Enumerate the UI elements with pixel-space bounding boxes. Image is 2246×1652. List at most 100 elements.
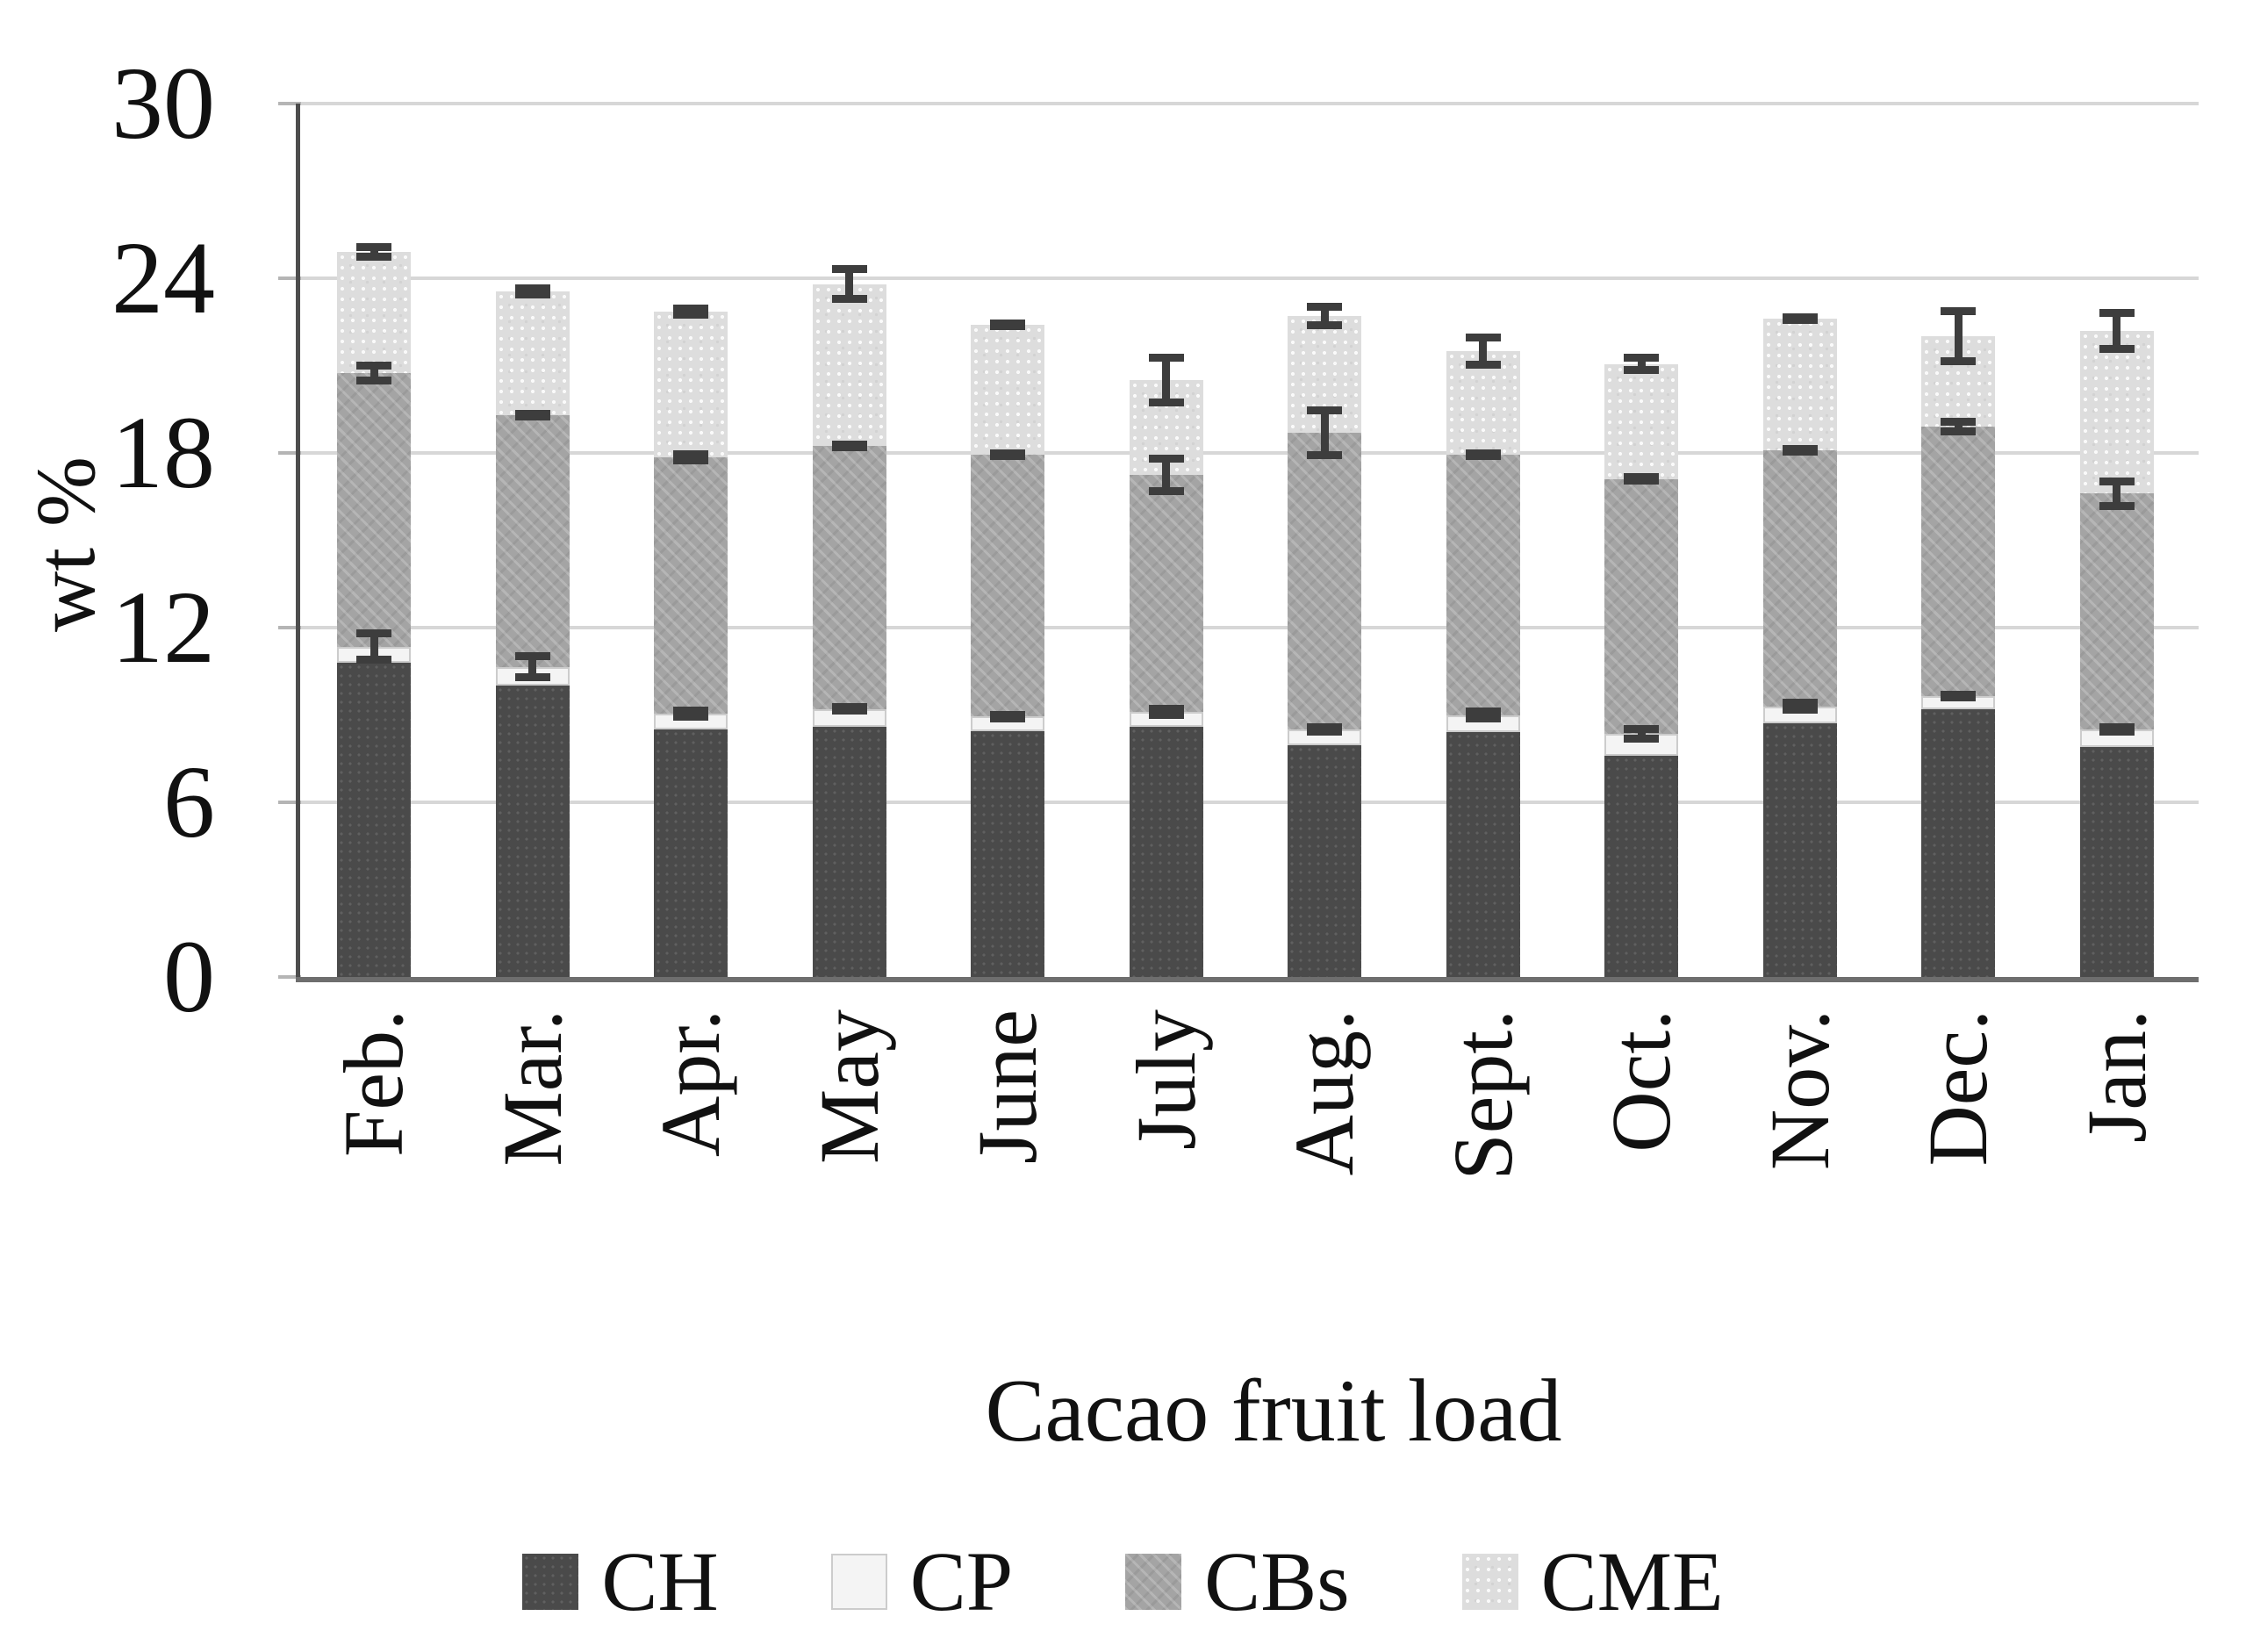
segment-cbs-sept [1446, 454, 1520, 715]
gridline-24 [296, 277, 2199, 280]
error-stem [845, 440, 853, 451]
bar-feb [337, 104, 411, 977]
segment-cme-oct [1604, 363, 1678, 479]
y-tick-label-6: 6 [163, 744, 215, 859]
x-tick-label-jan: Jan. [2069, 1009, 2163, 1143]
error-stem [845, 703, 853, 715]
legend-swatch-cme-icon [1461, 1554, 1518, 1610]
segment-cme-may [812, 284, 886, 446]
x-tick-label-feb: Feb. [326, 1009, 420, 1157]
y-axis-tick-12 [278, 626, 301, 629]
segment-cp-apr [654, 713, 728, 730]
gridline-6 [296, 801, 2199, 804]
y-axis-tick-0 [278, 975, 301, 979]
segment-cme-aug [1288, 316, 1361, 433]
segment-cbs-dec [1921, 427, 1995, 696]
segment-cbs-nov [1762, 449, 1837, 707]
error-stem [1954, 418, 1963, 436]
segment-ch-feb [337, 662, 411, 977]
error-bar-cbs_top-mar [514, 409, 550, 420]
error-stem [1320, 303, 1329, 330]
error-stem [1479, 707, 1487, 722]
segment-cme-june [971, 325, 1044, 455]
bar-june [971, 104, 1044, 977]
segment-cbs-apr [654, 456, 728, 714]
error-bar-cme_top-july [1148, 354, 1184, 406]
error-bar-cme_top-oct [1624, 354, 1659, 375]
segment-ch-sept [1446, 732, 1520, 977]
error-bar-cbs_top-nov [1782, 444, 1818, 456]
error-bar-cme_top-jan [2099, 308, 2135, 353]
error-stem [1796, 699, 1804, 714]
y-axis-tick-30 [278, 102, 301, 105]
error-stem [370, 361, 378, 385]
x-axis-title: Cacao fruit load [985, 1361, 1562, 1461]
bar-apr [654, 104, 728, 977]
x-tick-label-may: May [801, 1009, 896, 1164]
y-tick-label-24: 24 [111, 220, 215, 335]
error-stem [1637, 725, 1646, 743]
error-bar-cbs_top-oct [1624, 473, 1659, 485]
error-stem [528, 652, 536, 682]
legend-swatch-ch-icon [522, 1554, 579, 1610]
error-bar-cp_top-nov [1782, 699, 1818, 714]
segment-cbs-jan [2079, 493, 2154, 730]
error-stem [1479, 449, 1487, 460]
error-stem [370, 243, 378, 262]
gridline-12 [296, 626, 2199, 629]
gridline-18 [296, 451, 2199, 455]
error-bar-cp_top-dec [1941, 690, 1976, 701]
error-stem [1162, 454, 1170, 496]
segment-cbs-july [1129, 474, 1203, 713]
error-stem [1003, 449, 1012, 460]
error-stem [1954, 690, 1963, 701]
x-tick-label-mar: Mar. [484, 1009, 579, 1167]
error-bar-cme_top-mar [514, 284, 550, 299]
error-bar-cp_top-apr [673, 706, 708, 722]
error-stem [686, 304, 695, 320]
segment-cme-jan [2079, 330, 2154, 494]
segment-ch-july [1129, 726, 1203, 977]
error-stem [2113, 478, 2120, 510]
y-axis-line [296, 104, 300, 977]
segment-cme-apr [654, 312, 728, 457]
error-stem [1637, 473, 1646, 485]
x-tick-label-oct: Oct. [1594, 1009, 1688, 1153]
error-bar-cme_top-dec [1941, 307, 1976, 366]
x-tick-label-aug: Aug. [1277, 1009, 1371, 1176]
segment-ch-apr [654, 729, 728, 977]
error-bar-cme_top-june [990, 320, 1025, 331]
bar-may [812, 104, 886, 977]
bar-jan [2079, 104, 2154, 977]
legend-item-cp: CP [830, 1538, 1013, 1626]
error-bar-cp_top-oct [1624, 725, 1659, 743]
legend-label-cbs: CBs [1204, 1534, 1350, 1628]
error-bar-cbs_top-june [990, 449, 1025, 460]
error-stem [1162, 354, 1170, 406]
legend-label-cme: CME [1540, 1534, 1724, 1628]
error-stem [1796, 444, 1804, 456]
segment-ch-may [812, 726, 886, 977]
x-tick-label-dec: Dec. [1911, 1009, 2005, 1167]
segment-cp-july [1129, 712, 1203, 727]
bar-aug [1288, 104, 1361, 977]
segment-cp-may [812, 708, 886, 727]
error-stem [1320, 406, 1329, 459]
error-bar-cbs_top-july [1148, 454, 1184, 496]
error-bar-cme_top-feb [356, 243, 391, 262]
error-bar-cme_top-nov [1782, 313, 1818, 325]
segment-cme-mar [495, 291, 570, 415]
segment-ch-mar [495, 686, 570, 977]
y-axis-tick-18 [278, 451, 301, 455]
segment-ch-nov [1762, 723, 1837, 977]
y-tick-label-12: 12 [111, 570, 215, 685]
error-stem [1003, 710, 1012, 722]
error-stem [528, 409, 536, 420]
segment-cp-june [971, 716, 1044, 731]
legend-item-cme: CME [1461, 1534, 1724, 1628]
error-bar-cbs_top-feb [356, 361, 391, 385]
bar-july [1129, 104, 1203, 977]
x-axis-baseline [296, 977, 2199, 982]
x-tick-label-june: June [960, 1009, 1054, 1164]
segment-cbs-oct [1604, 478, 1678, 735]
